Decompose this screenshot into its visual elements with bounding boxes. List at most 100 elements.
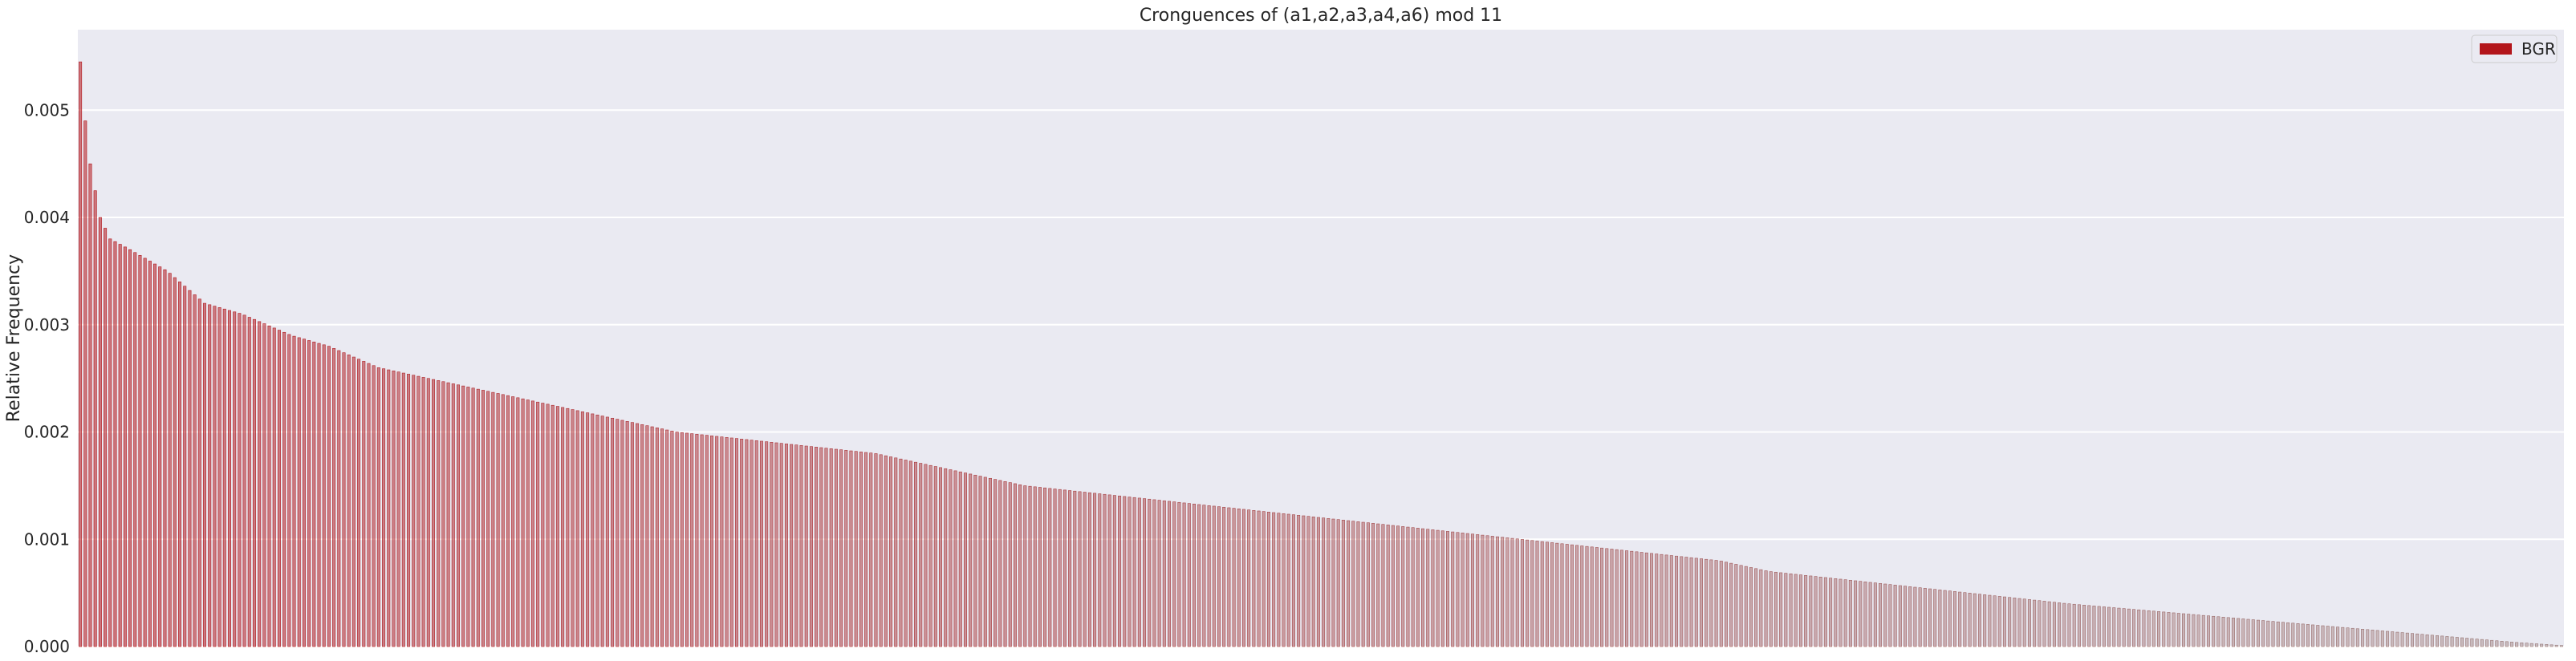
bar <box>2261 620 2265 647</box>
bar <box>1297 515 1301 647</box>
bar <box>1078 491 1082 647</box>
bar <box>2167 612 2171 647</box>
bar <box>153 263 157 647</box>
bar <box>844 450 848 647</box>
bar <box>2192 614 2196 647</box>
bar <box>2176 613 2180 647</box>
bar <box>1764 570 1768 647</box>
bar <box>1505 537 1509 647</box>
bar <box>1515 538 1519 647</box>
bar <box>1168 501 1172 647</box>
bar <box>1087 492 1091 647</box>
bar <box>2017 598 2021 647</box>
bar <box>367 363 371 647</box>
bar <box>2127 608 2131 647</box>
bar <box>2246 618 2250 647</box>
bar <box>1266 512 1270 647</box>
bar <box>2455 637 2459 647</box>
bar <box>640 424 644 647</box>
bar <box>874 453 878 647</box>
bar <box>471 387 475 647</box>
bar <box>2391 631 2395 647</box>
bar <box>297 337 301 647</box>
bar <box>416 375 421 647</box>
bar <box>2182 613 2186 647</box>
bar <box>1908 586 1912 647</box>
bar <box>337 350 341 647</box>
bar <box>1501 537 1505 647</box>
bar <box>143 258 147 647</box>
bar <box>1495 536 1499 647</box>
bar <box>2077 604 2081 647</box>
bar <box>2087 605 2091 647</box>
bar <box>2231 618 2235 647</box>
bar <box>376 367 380 647</box>
bar <box>2330 626 2334 647</box>
bar <box>238 313 242 647</box>
y-tick-label: 0.001 <box>24 529 70 549</box>
bar <box>1873 582 1877 647</box>
bar <box>88 163 92 647</box>
bar <box>104 228 108 647</box>
bar <box>670 431 674 647</box>
bar <box>849 450 853 647</box>
bar <box>1073 490 1077 647</box>
bar <box>1008 482 1012 647</box>
bar <box>208 304 212 647</box>
chart-title: Cronguences of (a1,a2,a3,a4,a6) mod 11 <box>1140 6 1502 26</box>
bar <box>2117 607 2121 647</box>
bar <box>645 425 649 647</box>
bar <box>1938 590 1942 647</box>
bar <box>1759 569 1763 647</box>
y-tick-label: 0.004 <box>24 208 70 227</box>
bar <box>914 461 918 647</box>
bar <box>998 480 1002 647</box>
bar <box>1421 528 1425 647</box>
bar <box>2355 628 2359 647</box>
bar <box>432 379 436 647</box>
bar <box>2212 615 2216 647</box>
bar <box>854 451 858 647</box>
bar <box>2515 642 2519 647</box>
bar <box>2350 627 2355 647</box>
bar <box>312 341 316 647</box>
bar <box>1575 545 1579 647</box>
bar <box>302 339 306 647</box>
bar <box>2341 627 2345 647</box>
bar <box>734 438 738 647</box>
bar <box>2550 644 2554 647</box>
bar <box>1018 485 1022 647</box>
bar <box>1331 518 1335 647</box>
bar <box>1973 593 1977 647</box>
bar <box>1997 596 2001 647</box>
bar <box>2301 623 2305 647</box>
bar <box>1619 549 1623 647</box>
bar <box>2122 608 2126 647</box>
bar <box>1585 545 1589 647</box>
bar <box>750 440 754 647</box>
bar <box>1470 533 1474 647</box>
bar <box>555 406 559 647</box>
bar <box>695 433 699 647</box>
bar <box>1490 536 1494 647</box>
bar <box>2475 639 2479 647</box>
y-tick-label: 0.000 <box>24 637 70 656</box>
bar <box>824 448 828 647</box>
bar <box>1347 520 1351 647</box>
bar <box>93 190 97 647</box>
bar <box>1431 529 1435 647</box>
bar <box>277 330 281 647</box>
bar <box>1983 594 1987 647</box>
bar <box>481 390 485 647</box>
bar <box>1714 560 1718 647</box>
bar <box>650 426 654 647</box>
bar <box>1789 573 1793 647</box>
bar <box>1416 528 1420 647</box>
bar <box>1923 588 1927 647</box>
bar <box>1814 576 1818 647</box>
bar <box>655 428 659 647</box>
bar <box>1336 519 1340 647</box>
bar <box>113 241 117 647</box>
bar <box>282 331 286 647</box>
